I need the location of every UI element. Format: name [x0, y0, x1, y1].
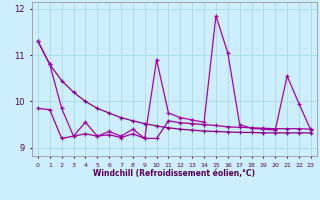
X-axis label: Windchill (Refroidissement éolien,°C): Windchill (Refroidissement éolien,°C) [93, 169, 255, 178]
